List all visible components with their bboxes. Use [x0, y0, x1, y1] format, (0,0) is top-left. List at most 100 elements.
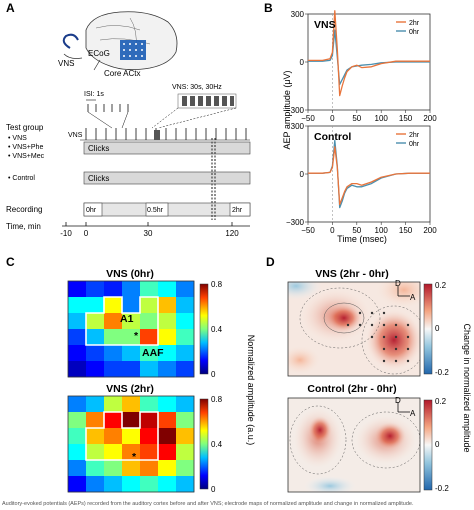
time-tick-neg10: -10 [60, 229, 72, 238]
c-title-0hr: VNS (0hr) [106, 268, 154, 280]
x-tick-label: 100 [375, 226, 389, 235]
x-tick-label: 200 [423, 114, 437, 123]
heatmap-cell [68, 297, 87, 314]
d-cbar-bot-max: 0.2 [435, 397, 447, 406]
colorbar-tick-label: 0.4 [211, 325, 223, 334]
heatmap-cell [68, 428, 87, 445]
subplot-title: Control [314, 131, 351, 143]
region-a1-label: A1 [120, 313, 134, 325]
figure-caption: Auditory-evoked potentials (AEPs) record… [2, 501, 414, 507]
x-tick-label: 0 [330, 226, 335, 235]
colorbar-c-bottom: 0.8 0.4 0 [199, 395, 223, 494]
heatmap-cell [68, 412, 87, 429]
brain-schematic: VNS ECoG Core ACtx [58, 11, 178, 78]
heatmap-vns-2hr [67, 395, 195, 493]
heatmap-cell [68, 313, 87, 330]
rec-time-2: 2hr [232, 207, 243, 214]
d-cbar-bot-mid: 0 [435, 440, 440, 449]
svg-text:A: A [410, 293, 416, 302]
vns-train-label: VNS: 30s, 30Hz [172, 84, 222, 91]
heatmap-cell [176, 460, 195, 477]
heatmap-cell [176, 297, 195, 314]
heatmap-cell [122, 313, 141, 330]
heatmap-cell [122, 476, 141, 493]
legend-label: 0hr [409, 29, 420, 36]
heatmap-cell [68, 345, 87, 362]
clicks-bar-control [83, 171, 251, 185]
colorbar-c-top: 0.8 0.4 0 [199, 280, 223, 379]
group-control: • Control [8, 175, 35, 182]
panel-c: C VNS (0hr) VNS (2hr) A1 * AAF * 0.80.40… [6, 255, 256, 494]
heatmap-cell [122, 297, 141, 314]
y-tick-label: 0 [300, 170, 305, 179]
vns-stim-ticks [85, 128, 247, 140]
heatmap-cell [86, 313, 105, 330]
heatmap-frame [67, 395, 195, 493]
d-cbar-label: Change in normalized amplitude [462, 323, 472, 452]
panel-d-label: D [266, 255, 275, 269]
colorbar-tick-label: 0.8 [211, 395, 223, 404]
clicks-label-control: Clicks [88, 174, 109, 183]
figure: A VNS ECoG Core ACtx ISI: 1s VNS: 30s, 3 [6, 1, 472, 494]
vns-row-label: VNS [68, 132, 83, 139]
heatmap-cell [68, 396, 87, 413]
x-tick-label: 150 [399, 226, 413, 235]
colorbar-tick-label: 0 [211, 485, 216, 494]
heatmap-cell [104, 428, 123, 445]
aep-plot-control: −50 0 50 100 150 200 −300 0 300 Control 2hr 0hr [286, 122, 437, 235]
isi-label: ISI: 1s [84, 91, 104, 98]
series-line-2hr [308, 146, 430, 206]
region-aaf-label: AAF [142, 347, 164, 359]
heatmap-cell [158, 281, 177, 298]
diff-map-control [288, 398, 420, 492]
heatmap-cell [158, 428, 177, 445]
heatmap-cell [140, 396, 159, 413]
group-vns: • VNS [8, 135, 27, 142]
heatmap-cell [158, 313, 177, 330]
d-cbar-top-min: -0.2 [435, 368, 449, 377]
legend-label: 0hr [409, 141, 420, 148]
b-ylabel: AEP amplitude (μV) [282, 70, 292, 149]
heatmap-cell [176, 281, 195, 298]
heatmap-cell [140, 329, 159, 346]
heatmap-cell [86, 444, 105, 461]
group-vns-mec: • VNS+Mec [8, 153, 45, 160]
heatmap-cell [86, 329, 105, 346]
heatmap-cell [86, 281, 105, 298]
heatmap-cell [86, 345, 105, 362]
x-tick-label: 100 [375, 114, 389, 123]
colorbar-tick-label: 0 [211, 370, 216, 379]
heatmap-cell [104, 460, 123, 477]
orientation-icon: D A [395, 279, 416, 302]
vns-label: VNS [58, 59, 74, 68]
heatmap-cell [68, 281, 87, 298]
heatmap-cell [68, 460, 87, 477]
heatmap-cell [104, 329, 123, 346]
heatmap-vns-0hr [67, 280, 195, 378]
x-tick-label: 50 [352, 114, 361, 123]
rec-time-1: 0.5hr [147, 207, 164, 214]
heatmap-cell [122, 396, 141, 413]
colorbar-tick-label: 0.4 [211, 440, 223, 449]
heatmap-cell [86, 361, 105, 378]
y-tick-label: 0 [300, 58, 305, 67]
c-title-2hr: VNS (2hr) [106, 383, 154, 395]
heatmap-cell [140, 444, 159, 461]
region-star-2hr: * [132, 451, 137, 463]
heatmap-cell [86, 428, 105, 445]
heatmap-cell [176, 412, 195, 429]
heatmap-cell [140, 361, 159, 378]
heatmap-cell [158, 444, 177, 461]
heatmap-cell [158, 329, 177, 346]
heatmap-cell [68, 444, 87, 461]
region-outline [85, 296, 159, 346]
heatmap-cell [86, 297, 105, 314]
subplot-title: VNS [314, 19, 336, 31]
time-axis-label: Time, min [6, 222, 41, 231]
heatmap-cell [140, 460, 159, 477]
d-cbar-top-max: 0.2 [435, 281, 447, 290]
y-tick-label: −300 [286, 106, 305, 115]
x-tick-label: 150 [399, 114, 413, 123]
heatmap-cell [122, 444, 141, 461]
heatmap-cell [68, 329, 87, 346]
